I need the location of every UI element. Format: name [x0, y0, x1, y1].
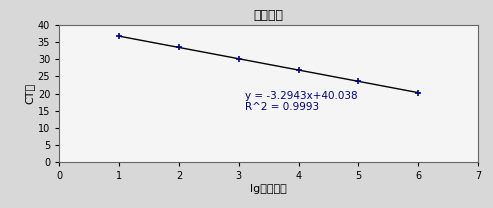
Title: 标准曲线: 标准曲线: [254, 9, 283, 22]
Text: y = -3.2943x+40.038
R^2 = 0.9993: y = -3.2943x+40.038 R^2 = 0.9993: [245, 91, 357, 113]
Y-axis label: CT值: CT值: [25, 83, 35, 104]
X-axis label: lg质粒浓度: lg质粒浓度: [250, 184, 287, 194]
